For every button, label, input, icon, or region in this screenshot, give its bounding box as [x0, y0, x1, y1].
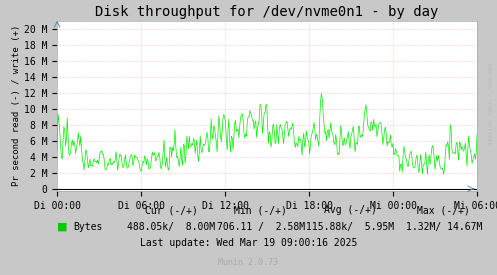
Text: 1.32M/ 14.67M: 1.32M/ 14.67M: [406, 222, 482, 232]
Text: Last update: Wed Mar 19 09:00:16 2025: Last update: Wed Mar 19 09:00:16 2025: [140, 238, 357, 248]
Text: 706.11 /  2.58M: 706.11 / 2.58M: [217, 222, 305, 232]
Text: Bytes: Bytes: [74, 222, 103, 232]
Text: Min (-/+): Min (-/+): [235, 205, 287, 215]
Text: 488.05k/  8.00M: 488.05k/ 8.00M: [127, 222, 216, 232]
Text: Munin 2.0.73: Munin 2.0.73: [219, 258, 278, 267]
Text: Avg (-/+): Avg (-/+): [324, 205, 377, 215]
Title: Disk throughput for /dev/nvme0n1 - by day: Disk throughput for /dev/nvme0n1 - by da…: [95, 6, 439, 20]
Text: 115.88k/  5.95M: 115.88k/ 5.95M: [306, 222, 395, 232]
Y-axis label: Pr second read (-) / write (+): Pr second read (-) / write (+): [12, 25, 21, 186]
Text: ■: ■: [57, 222, 68, 232]
Text: Max (-/+): Max (-/+): [417, 205, 470, 215]
Text: Cur (-/+): Cur (-/+): [145, 205, 198, 215]
Text: RRDTOOL / TOBI OETIKER: RRDTOOL / TOBI OETIKER: [486, 63, 491, 146]
